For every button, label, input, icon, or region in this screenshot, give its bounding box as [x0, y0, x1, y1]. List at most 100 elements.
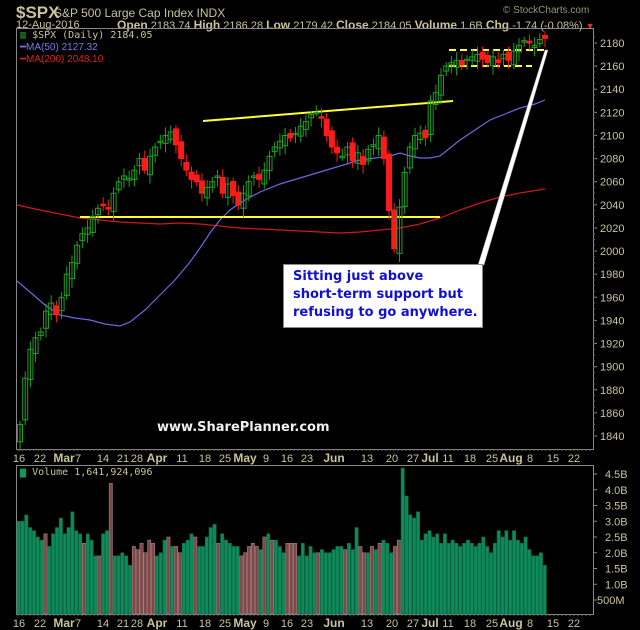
svg-text:11: 11 [176, 618, 187, 630]
svg-text:Jul: Jul [421, 616, 438, 630]
svg-text:8: 8 [527, 618, 533, 630]
svg-text:15: 15 [547, 453, 559, 465]
legend-ma50: MA(50) 2127.32 [26, 42, 98, 53]
svg-text:May: May [233, 451, 257, 465]
volume-legend-icon: ▆ [20, 467, 27, 478]
svg-text:Aug: Aug [499, 616, 522, 630]
svg-text:1940: 1940 [600, 315, 624, 327]
svg-text:2180: 2180 [600, 38, 624, 50]
svg-text:22: 22 [568, 618, 580, 630]
down-arrow-icon: ▼ [585, 21, 595, 31]
svg-text:May: May [233, 616, 257, 630]
svg-text:2120: 2120 [600, 107, 624, 119]
svg-text:25: 25 [219, 453, 231, 465]
svg-text:1880: 1880 [600, 385, 624, 397]
svg-text:4.0B: 4.0B [605, 485, 628, 497]
svg-text:23: 23 [301, 618, 313, 630]
svg-text:Apr: Apr [147, 451, 168, 465]
svg-text:Jul: Jul [421, 451, 438, 465]
svg-text:2040: 2040 [600, 200, 624, 212]
legend-ma200: MA(200) 2048.10 [26, 54, 104, 65]
svg-text:18: 18 [464, 453, 476, 465]
ma50-line [16, 99, 546, 327]
svg-text:9: 9 [263, 453, 269, 465]
svg-text:23: 23 [301, 453, 313, 465]
svg-text:13: 13 [361, 618, 373, 630]
annotation-line-2: short-term support but [293, 287, 463, 302]
svg-text:1900: 1900 [600, 362, 624, 374]
svg-text:3.5B: 3.5B [605, 501, 628, 513]
volume-legend: ▆ Volume 1,641,924,096 [20, 467, 152, 479]
svg-text:9: 9 [263, 618, 269, 630]
svg-text:1920: 1920 [600, 339, 624, 351]
price-panel-frame [16, 28, 594, 450]
svg-text:18: 18 [199, 618, 211, 630]
svg-text:22: 22 [34, 453, 46, 465]
svg-text:2.0B: 2.0B [605, 548, 628, 560]
candle-legend-icon: ▥ [20, 30, 27, 41]
svg-text:4.5B: 4.5B [605, 469, 628, 481]
svg-text:13: 13 [361, 453, 373, 465]
svg-text:Jun: Jun [323, 451, 344, 465]
svg-text:7: 7 [75, 618, 81, 630]
svg-text:15: 15 [547, 618, 559, 630]
watermark: www.SharePlanner.com [157, 420, 330, 435]
copyright: © StockCharts.com [503, 5, 590, 16]
ma50-legend-swatch: ━ [20, 42, 27, 53]
svg-text:7: 7 [75, 453, 81, 465]
svg-text:22: 22 [568, 453, 580, 465]
svg-text:2060: 2060 [600, 177, 624, 189]
svg-text:Mar: Mar [53, 451, 75, 465]
svg-text:2140: 2140 [600, 84, 624, 96]
candlesticks [17, 31, 548, 452]
ma200-line [16, 188, 546, 234]
svg-text:20: 20 [386, 618, 398, 630]
volume-bars [16, 467, 547, 615]
svg-text:21: 21 [117, 453, 129, 465]
svg-text:1860: 1860 [600, 408, 624, 420]
svg-text:1.0B: 1.0B [605, 579, 628, 591]
svg-text:2080: 2080 [600, 154, 624, 166]
svg-text:2.5B: 2.5B [605, 532, 628, 544]
svg-text:2000: 2000 [600, 246, 624, 258]
svg-text:27: 27 [407, 453, 419, 465]
annotation-line-1: Sitting just above [293, 269, 424, 284]
svg-text:2100: 2100 [600, 130, 624, 142]
svg-text:22: 22 [34, 618, 46, 630]
symbol: $SPX [16, 3, 60, 22]
svg-text:11: 11 [442, 453, 453, 465]
svg-text:500M: 500M [597, 595, 625, 607]
svg-text:1840: 1840 [600, 431, 624, 443]
ma200-legend-swatch: ━ [20, 54, 27, 65]
svg-text:Jun: Jun [323, 616, 344, 630]
svg-text:16: 16 [13, 618, 25, 630]
svg-text:16: 16 [13, 453, 25, 465]
index-name: S&P 500 Large Cap Index INDX [54, 6, 226, 20]
annotation-line-3: refusing to go anywhere. [293, 305, 478, 320]
svg-text:25: 25 [219, 618, 231, 630]
svg-text:28: 28 [131, 453, 143, 465]
svg-text:3.0B: 3.0B [605, 516, 628, 528]
svg-text:11: 11 [442, 618, 453, 630]
svg-text:Apr: Apr [147, 616, 168, 630]
svg-text:2020: 2020 [600, 223, 624, 235]
legend-price: $SPX (Daily) 2184.05 [32, 30, 153, 41]
price-legend: ▥ $SPX (Daily) 2184.05 ━MA(50) 2127.32 ━… [20, 30, 152, 66]
volume-axis: 500M 1.0B 1.5B 2.0B 2.5B 3.0B 3.5B 4.0B 4.5B [593, 469, 628, 607]
svg-text:8: 8 [527, 453, 533, 465]
svg-text:Mar: Mar [53, 616, 75, 630]
svg-text:1960: 1960 [600, 292, 624, 304]
svg-text:16: 16 [281, 453, 293, 465]
svg-text:20: 20 [386, 453, 398, 465]
legend-volume: Volume 1,641,924,096 [32, 467, 153, 478]
annotation-callout: Sitting just above short-term support bu… [283, 264, 483, 328]
svg-text:1.5B: 1.5B [605, 564, 628, 576]
svg-text:25: 25 [486, 618, 498, 630]
svg-text:28: 28 [131, 618, 143, 630]
svg-text:1980: 1980 [600, 269, 624, 281]
callout-pointer [477, 49, 549, 266]
svg-text:2160: 2160 [600, 61, 624, 73]
svg-text:16: 16 [281, 618, 293, 630]
svg-text:11: 11 [176, 453, 187, 465]
svg-text:21: 21 [117, 618, 129, 630]
